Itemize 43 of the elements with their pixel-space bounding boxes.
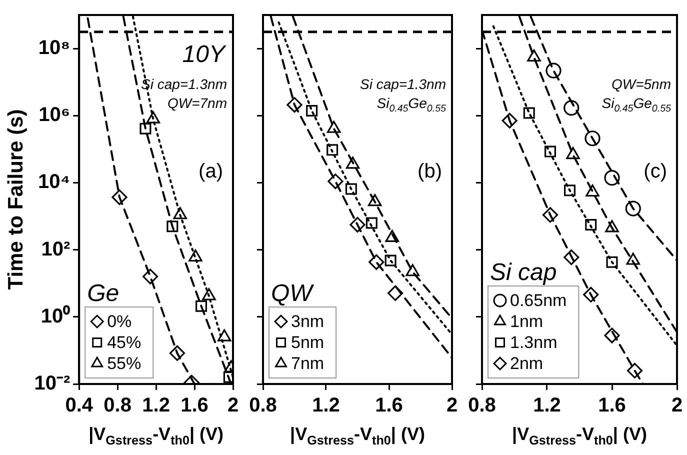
x-tick-label: 2 [446,394,458,417]
x-tick-label: 2 [671,394,683,417]
legend-label: 1nm [510,312,544,332]
annotation: (a) [198,160,224,182]
x-tick-label: 0.8 [468,394,496,417]
legend-title: QW [271,280,315,307]
x-tick-label: 1.6 [598,394,626,417]
y-tick-label: 10⁻² [34,372,70,395]
y-tick-label: 10⁰ [40,304,70,328]
x-axis-title: |V$_{Gstress}$-V$_{th0}$| (V) [88,424,224,448]
legend-title: Si cap [490,259,557,286]
legend-label: 45% [107,333,142,352]
x-axis-title: |V$_{Gstress}$-V$_{th0}$| (V) [289,424,426,448]
y-tick-label: 10² [41,238,70,260]
annotation: (c) [644,160,668,182]
y-tick-label: 10⁸ [38,37,70,60]
x-tick-label: 1.6 [180,394,208,417]
annotation: (b) [418,160,442,182]
legend-label: 0% [107,312,132,332]
x-tick-label: 2 [227,394,239,417]
x-tick-label: 1.2 [312,394,340,417]
legend-label: 3nm [291,312,324,332]
legend-label: 7nm [291,354,324,374]
x-tick-label: 1.2 [533,394,561,417]
x-tick-label: 0.8 [104,394,132,417]
x-tick-label: 0.8 [249,394,277,417]
legend-label: 1.3nm [510,333,558,352]
legend-label: 5nm [291,333,324,352]
legend-title: Ge [87,280,120,307]
y-tick-label: 10⁴ [38,171,70,194]
x-tick-label: 1.2 [142,394,170,417]
legend-label: 2nm [510,354,544,374]
legend-label: 55% [107,354,142,374]
annotation: QW=5nm [611,76,672,92]
x-axis-title: |V$_{Gstress}$-V$_{th0}$| (V) [511,424,648,448]
annotation: Si cap=1.3nm [360,76,446,92]
y-axis-title: Time to Failure (s) [4,109,28,290]
x-tick-label: 1.6 [375,394,403,417]
annotation: QW=7nm [167,94,228,111]
legend-label: 0.65nm [510,291,567,310]
x-tick-label: 0.4 [65,394,94,417]
y-tick-label: 10⁶ [38,104,70,126]
ref-line-label: 10Y [182,40,227,68]
